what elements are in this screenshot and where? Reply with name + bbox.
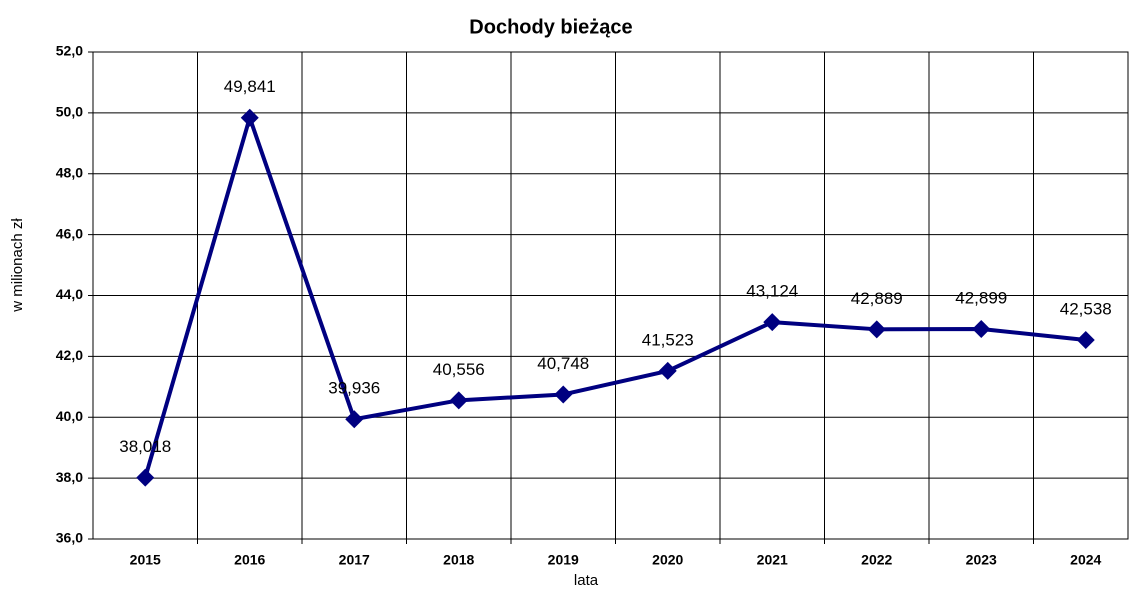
data-label: 49,841 <box>224 77 276 96</box>
data-point <box>1076 330 1095 349</box>
x-tick-label: 2024 <box>1070 552 1101 568</box>
data-label: 42,889 <box>851 289 903 308</box>
data-label: 41,523 <box>642 330 694 349</box>
y-tick-label: 40,0 <box>56 408 83 424</box>
y-tick-label: 38,0 <box>56 469 83 485</box>
data-label: 39,936 <box>328 379 380 398</box>
x-tick-label: 2019 <box>548 552 579 568</box>
x-tick-label: 2021 <box>757 552 788 568</box>
data-label: 42,538 <box>1060 299 1112 318</box>
y-tick-label: 36,0 <box>56 530 83 546</box>
data-point <box>449 391 468 410</box>
data-point <box>658 361 677 380</box>
data-point <box>972 320 991 339</box>
y-tick-label: 42,0 <box>56 347 83 363</box>
data-point <box>240 108 259 127</box>
chart-title: Dochody bieżące <box>469 16 632 38</box>
data-label: 40,748 <box>537 354 589 373</box>
x-tick-label: 2015 <box>130 552 161 568</box>
data-label: 40,556 <box>433 360 485 379</box>
y-axis-label: w milionach zł <box>9 218 26 313</box>
y-tick-label: 46,0 <box>56 225 83 241</box>
data-label: 43,124 <box>746 282 798 301</box>
y-tick-label: 52,0 <box>56 43 83 59</box>
data-line <box>143 115 1086 479</box>
data-label: 42,899 <box>955 288 1007 307</box>
x-tick-label: 2023 <box>966 552 997 568</box>
data-point <box>136 468 155 487</box>
x-tick-label: 2017 <box>339 552 370 568</box>
x-tick-label: 2018 <box>443 552 474 568</box>
y-tick-label: 48,0 <box>56 164 83 180</box>
data-point <box>763 313 782 332</box>
x-tick-label: 2022 <box>861 552 892 568</box>
y-tick-label: 50,0 <box>56 104 83 120</box>
data-point <box>867 320 886 339</box>
x-tick-label: 2016 <box>234 552 265 568</box>
data-label: 38,018 <box>119 437 171 456</box>
x-axis-label: lata <box>574 572 599 589</box>
data-point <box>554 385 573 404</box>
x-tick-label: 2020 <box>652 552 683 568</box>
y-tick-label: 44,0 <box>56 286 83 302</box>
data-point <box>345 410 364 429</box>
